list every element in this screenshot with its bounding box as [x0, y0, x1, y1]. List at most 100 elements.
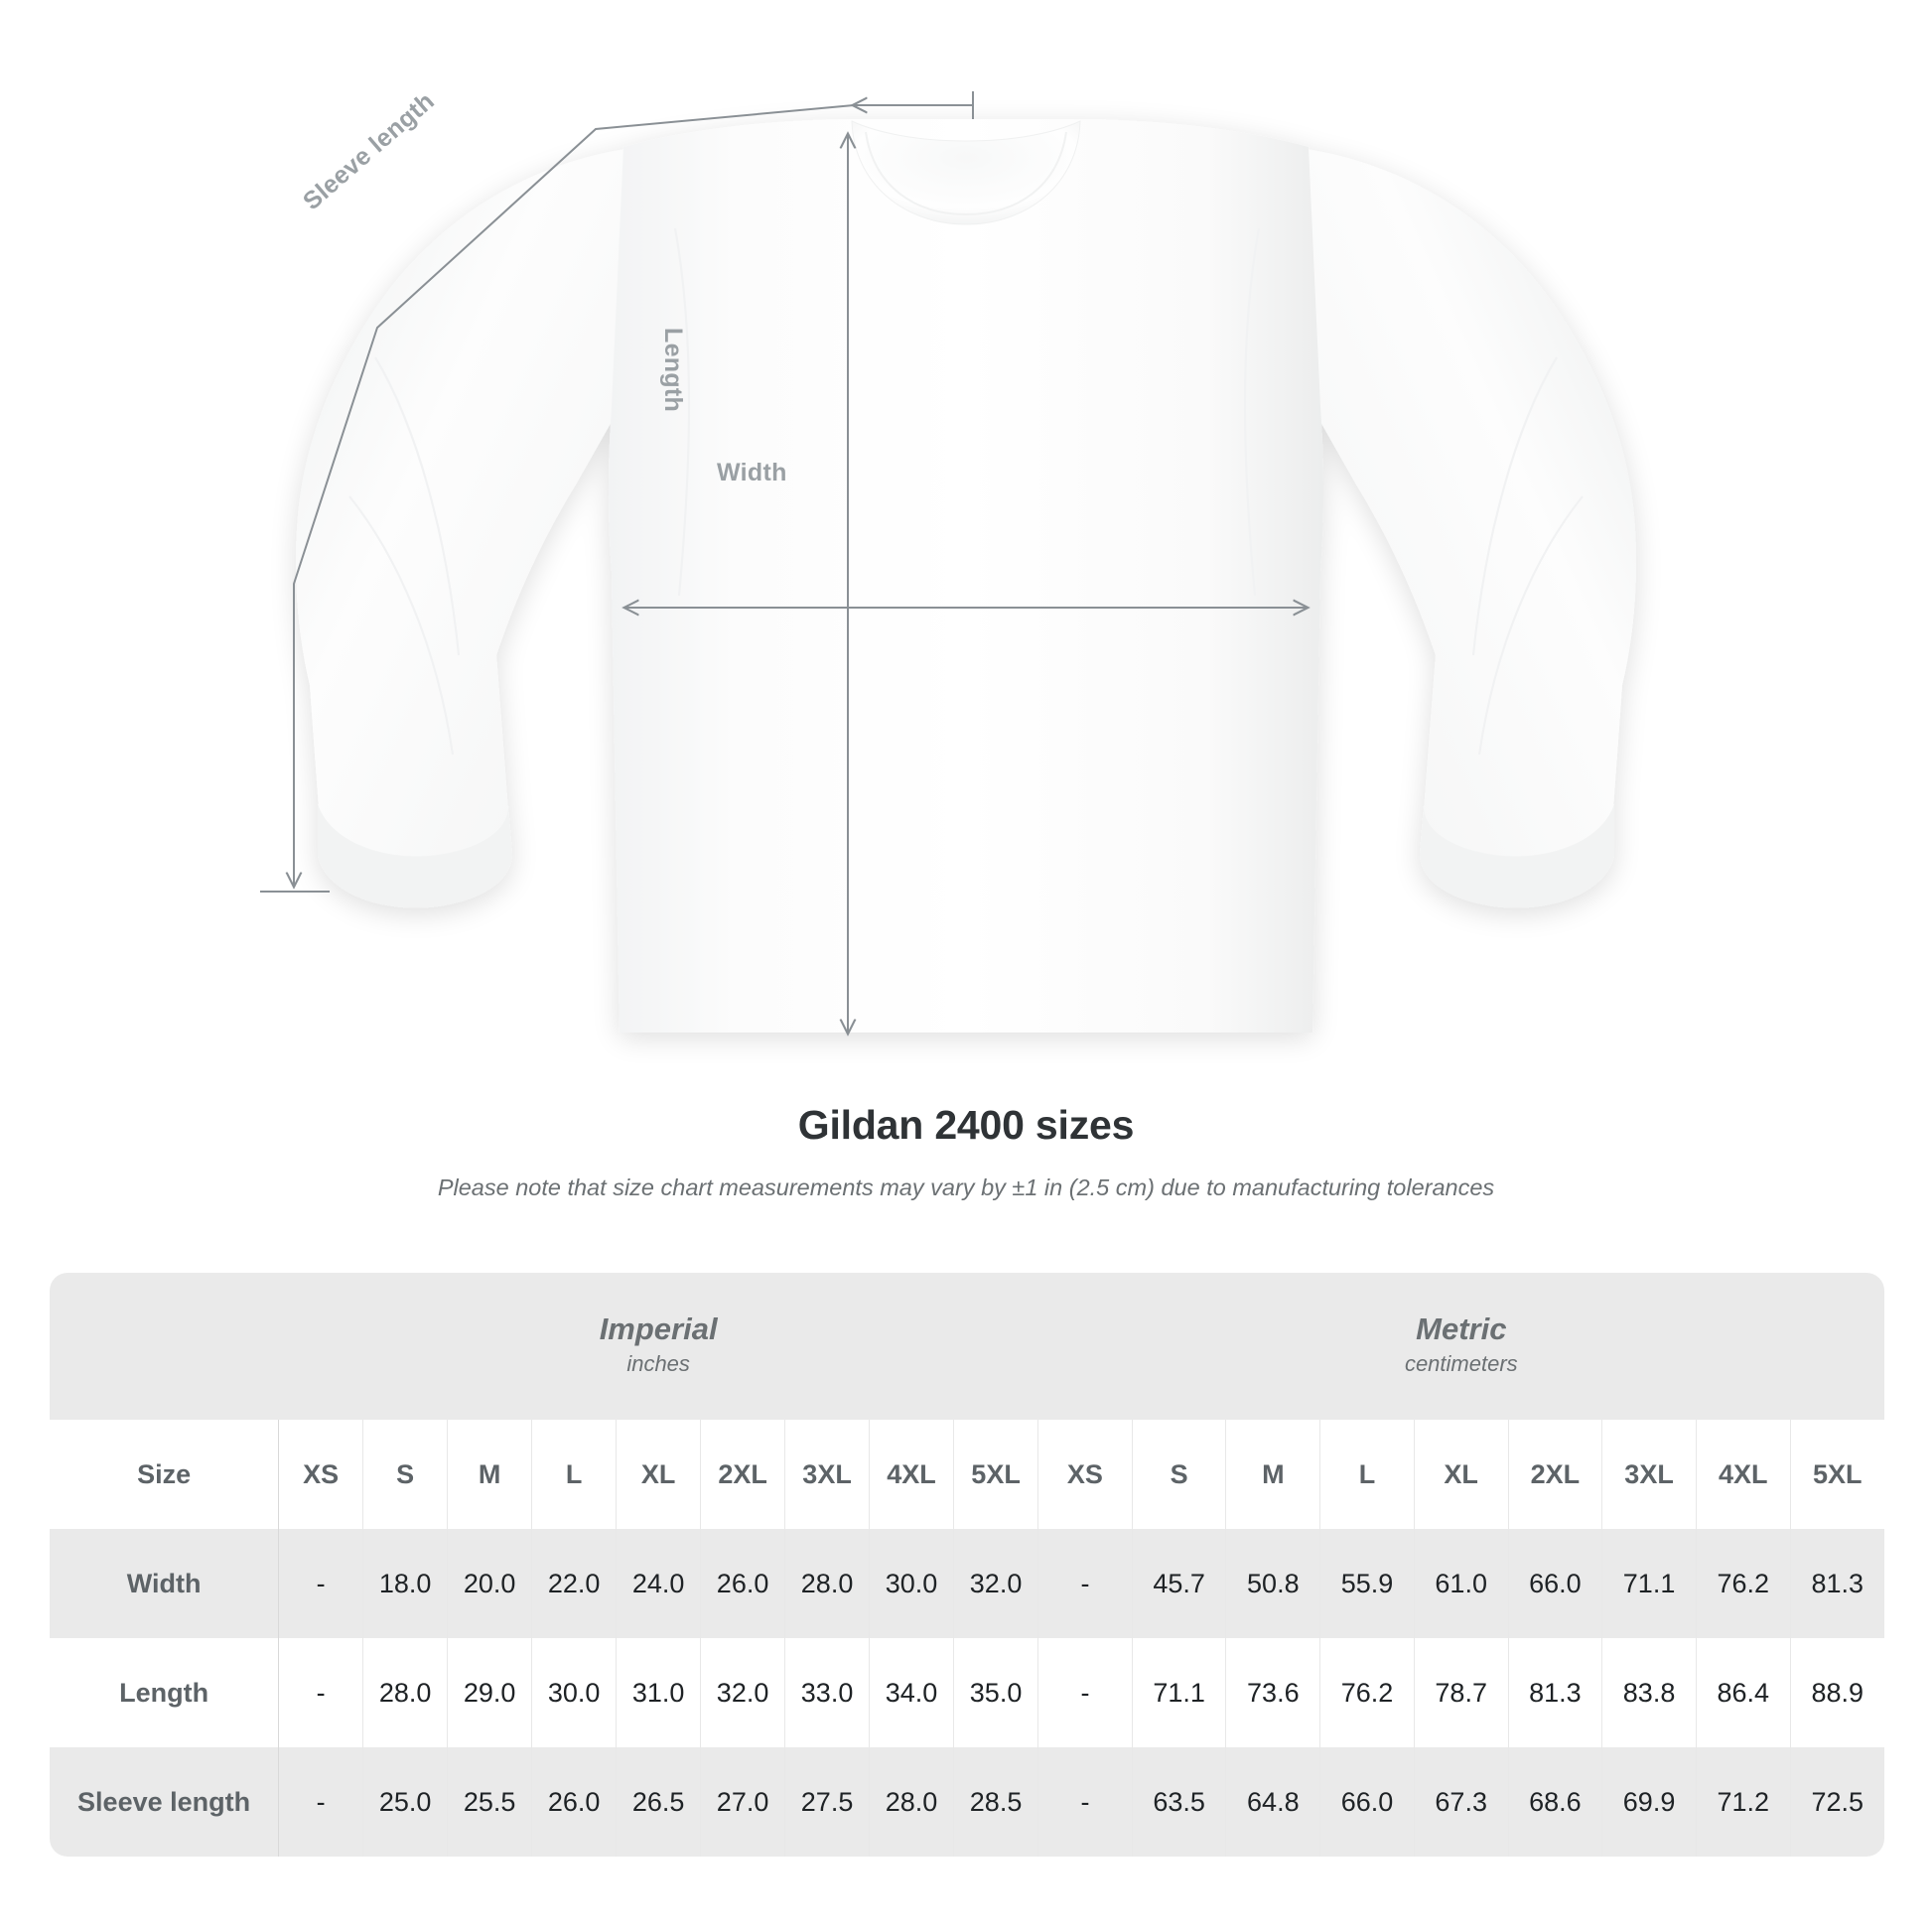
size-header-metric-xl: XL [1414, 1420, 1509, 1529]
cell-sleeve-imp-5: 27.0 [700, 1747, 786, 1857]
cell-length-met-2: 73.6 [1225, 1638, 1321, 1747]
cell-sleeve-imp-8: 28.5 [953, 1747, 1039, 1857]
size-header-metric-2xl: 2XL [1508, 1420, 1603, 1529]
cell-width-met-5: 66.0 [1508, 1529, 1603, 1638]
cell-width-met-2: 50.8 [1225, 1529, 1321, 1638]
size-header-imperial-m: M [447, 1420, 533, 1529]
cell-length-met-1: 71.1 [1132, 1638, 1227, 1747]
cell-width-imp-2: 20.0 [447, 1529, 533, 1638]
cell-length-imp-8: 35.0 [953, 1638, 1039, 1747]
cell-sleeve-met-1: 63.5 [1132, 1747, 1227, 1857]
unit-group-imperial-sub: inches [626, 1351, 690, 1377]
cell-width-imp-5: 26.0 [700, 1529, 786, 1638]
cell-width-imp-7: 30.0 [869, 1529, 955, 1638]
cell-sleeve-imp-3: 26.0 [531, 1747, 618, 1857]
size-header-imperial-3xl: 3XL [784, 1420, 871, 1529]
row-label-width: Width [50, 1529, 280, 1638]
table-row: Sleeve length - 25.0 25.5 26.0 26.5 27.0… [50, 1747, 1884, 1857]
size-header-metric-xs: XS [1037, 1420, 1133, 1529]
size-header-imperial-xs: XS [278, 1420, 364, 1529]
cell-length-met-4: 78.7 [1414, 1638, 1509, 1747]
collar [851, 120, 1081, 225]
cell-length-met-7: 86.4 [1696, 1638, 1791, 1747]
cell-length-met-5: 81.3 [1508, 1638, 1603, 1747]
cell-length-imp-1: 28.0 [362, 1638, 449, 1747]
cell-sleeve-imp-0: - [278, 1747, 364, 1857]
width-dimension-label: Width [717, 459, 787, 486]
cell-sleeve-imp-7: 28.0 [869, 1747, 955, 1857]
cell-sleeve-met-2: 64.8 [1225, 1747, 1321, 1857]
size-header-imperial-4xl: 4XL [869, 1420, 955, 1529]
cell-sleeve-met-7: 71.2 [1696, 1747, 1791, 1857]
cell-width-imp-1: 18.0 [362, 1529, 449, 1638]
cell-sleeve-imp-2: 25.5 [447, 1747, 533, 1857]
cell-sleeve-imp-1: 25.0 [362, 1747, 449, 1857]
size-header-metric-m: M [1225, 1420, 1321, 1529]
cell-sleeve-met-0: - [1037, 1747, 1133, 1857]
tolerance-note: Please note that size chart measurements… [437, 1174, 1495, 1200]
cell-length-met-3: 76.2 [1319, 1638, 1415, 1747]
left-cuff [318, 804, 512, 908]
cell-width-met-0: - [1037, 1529, 1133, 1638]
size-header-metric-5xl: 5XL [1790, 1420, 1884, 1529]
chart-heading: Gildan 2400 sizes Please note that size … [0, 1102, 1932, 1201]
cell-width-met-1: 45.7 [1132, 1529, 1227, 1638]
cell-width-imp-8: 32.0 [953, 1529, 1039, 1638]
unit-group-metric-name: Metric [1416, 1311, 1507, 1346]
size-header-label: Size [50, 1420, 280, 1529]
table-row: Width - 18.0 20.0 22.0 24.0 26.0 28.0 30… [50, 1529, 1884, 1638]
cell-length-met-8: 88.9 [1790, 1638, 1884, 1747]
fabric-folds [348, 227, 1584, 756]
size-header-row: Size XS S M L XL 2XL 3XL 4XL 5XL XS S M … [50, 1420, 1884, 1529]
cell-length-imp-7: 34.0 [869, 1638, 955, 1747]
cell-width-imp-6: 28.0 [784, 1529, 871, 1638]
cell-width-imp-3: 22.0 [531, 1529, 618, 1638]
sleeve-measure-line [260, 91, 974, 893]
cell-width-met-6: 71.1 [1601, 1529, 1697, 1638]
size-header-metric-l: L [1319, 1420, 1415, 1529]
size-header-imperial-l: L [531, 1420, 618, 1529]
cell-width-imp-0: - [278, 1529, 364, 1638]
left-sleeve [296, 149, 625, 871]
cell-length-imp-3: 30.0 [531, 1638, 618, 1747]
size-header-metric-s: S [1132, 1420, 1227, 1529]
cell-sleeve-met-3: 66.0 [1319, 1747, 1415, 1857]
page-title: Gildan 2400 sizes [797, 1102, 1135, 1148]
size-header-imperial-xl: XL [616, 1420, 702, 1529]
right-sleeve [1307, 149, 1636, 871]
size-chart-table: Imperial inches Metric centimeters Size … [50, 1273, 1884, 1857]
table-row: Length - 28.0 29.0 30.0 31.0 32.0 33.0 3… [50, 1638, 1884, 1747]
collar-inner-seam [865, 131, 1067, 216]
cell-length-imp-0: - [278, 1638, 364, 1747]
size-header-metric-3xl: 3XL [1601, 1420, 1697, 1529]
tshirt-diagram-svg [260, 91, 1636, 1112]
row-label-sleeve-length: Sleeve length [50, 1747, 280, 1857]
cell-sleeve-imp-6: 27.5 [784, 1747, 871, 1857]
cell-length-imp-5: 32.0 [700, 1638, 786, 1747]
length-dimension-label: Length [659, 328, 687, 413]
cell-length-met-6: 83.8 [1601, 1638, 1697, 1747]
cell-length-imp-6: 33.0 [784, 1638, 871, 1747]
cell-sleeve-met-5: 68.6 [1508, 1747, 1603, 1857]
size-header-imperial-2xl: 2XL [700, 1420, 786, 1529]
cell-sleeve-met-6: 69.9 [1601, 1747, 1697, 1857]
cell-width-imp-4: 24.0 [616, 1529, 702, 1638]
cell-length-met-0: - [1037, 1638, 1133, 1747]
size-chart-container: Imperial inches Metric centimeters Size … [50, 1273, 1884, 1857]
cell-sleeve-imp-4: 26.5 [616, 1747, 702, 1857]
row-label-length: Length [50, 1638, 280, 1747]
cell-sleeve-met-4: 67.3 [1414, 1747, 1509, 1857]
cell-width-met-8: 81.3 [1790, 1529, 1884, 1638]
cell-sleeve-met-8: 72.5 [1790, 1747, 1884, 1857]
garment-shape [296, 119, 1636, 1033]
unit-group-imperial: Imperial inches [278, 1273, 1038, 1420]
unit-group-row: Imperial inches Metric centimeters [50, 1273, 1884, 1420]
cell-width-met-4: 61.0 [1414, 1529, 1509, 1638]
right-cuff [1420, 804, 1614, 908]
unit-group-imperial-name: Imperial [599, 1311, 718, 1346]
size-header-imperial-5xl: 5XL [953, 1420, 1039, 1529]
cell-length-imp-4: 31.0 [616, 1638, 702, 1747]
cell-width-met-7: 76.2 [1696, 1529, 1791, 1638]
cell-width-met-3: 55.9 [1319, 1529, 1415, 1638]
shirt-body [609, 119, 1323, 1033]
